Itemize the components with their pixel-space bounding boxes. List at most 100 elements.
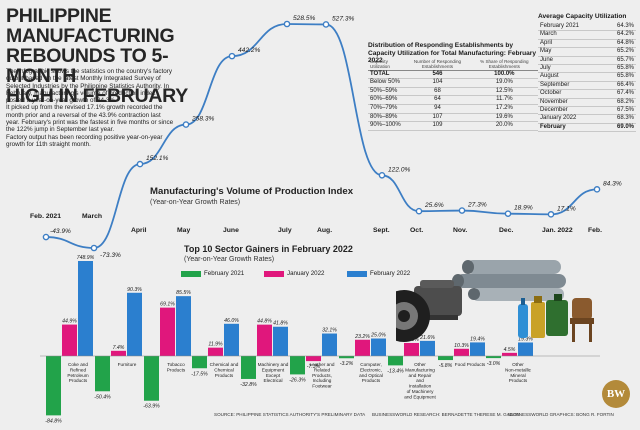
distribution-cell: 100.0% bbox=[470, 70, 538, 80]
legend-item-feb-2021: February 2021 bbox=[181, 270, 244, 277]
capacity-utilization-cell: February 2021 bbox=[538, 23, 604, 32]
data-label: 528.5% bbox=[293, 15, 316, 22]
x-tick-label: Aug. bbox=[317, 227, 332, 234]
data-label: 122.0% bbox=[388, 166, 411, 173]
x-tick-label: April bbox=[131, 227, 147, 234]
x-tick-label: Sept. bbox=[373, 227, 390, 234]
bar-value-label: 69.1% bbox=[160, 302, 175, 308]
bar-chart-subtitle: (Year-on-Year Growth Rates) bbox=[184, 256, 275, 263]
capacity-utilization-cell: 64.3% bbox=[603, 23, 636, 32]
graphics-credit: BUSINESSWORLD GRAPHICS: BONG R. FORTIN bbox=[508, 412, 614, 417]
data-point bbox=[42, 233, 50, 241]
data-label: 17.1% bbox=[557, 205, 576, 212]
x-tick-label: Dec. bbox=[499, 227, 513, 234]
capacity-utilization-cell: July bbox=[538, 64, 604, 74]
headline: PHILIPPINE MANUFACTURING REBOUNDS TO 5-M… bbox=[6, 6, 236, 106]
bar-value-label: 4.5% bbox=[504, 347, 516, 353]
distribution-header: Capacity Utilization bbox=[368, 59, 405, 71]
capacity-utilization-cell: 69.0% bbox=[603, 123, 636, 133]
bar bbox=[144, 356, 159, 401]
data-point bbox=[182, 121, 190, 128]
legend-swatch bbox=[181, 270, 201, 277]
distribution-cell: 11.7% bbox=[470, 95, 538, 105]
capacity-utilization-title: Average Capacity Utilization bbox=[538, 13, 627, 20]
headline-line-1: PHILIPPINE MANUFACTURING bbox=[6, 5, 175, 47]
capacity-utilization-cell: 65.8% bbox=[603, 64, 636, 74]
bar-value-label: 23.2% bbox=[354, 334, 370, 340]
data-label: 84.3% bbox=[603, 180, 622, 187]
category-label: Chemical and Chemical Products bbox=[210, 362, 239, 378]
distribution-cell: 60%–69% bbox=[368, 95, 405, 105]
bar bbox=[46, 356, 61, 416]
data-label: 27.3% bbox=[467, 202, 487, 209]
businessworld-logo: BW bbox=[602, 380, 630, 408]
distribution-row: 70%–79% 94 17.2% bbox=[368, 104, 538, 114]
x-tick-label: July bbox=[278, 227, 292, 234]
data-label: 442.2% bbox=[238, 47, 261, 54]
distribution-header: % Share of Responding Establishments bbox=[470, 59, 538, 71]
bar bbox=[470, 342, 485, 356]
data-label: 25.6% bbox=[424, 202, 444, 209]
data-label: -43.9% bbox=[50, 228, 71, 235]
intro-text: The infographic shows the statistics on … bbox=[6, 68, 174, 148]
distribution-cell: 546 bbox=[404, 70, 471, 80]
data-label: -73.3% bbox=[100, 252, 121, 259]
bar bbox=[257, 324, 272, 356]
bar-value-label: -7.3% bbox=[307, 364, 321, 370]
distribution-cell: 104 bbox=[404, 78, 471, 88]
capacity-utilization-row: June 65.7% bbox=[538, 56, 636, 66]
category-label: Furniture bbox=[118, 362, 137, 367]
bar-value-label: 32.1% bbox=[322, 328, 337, 334]
capacity-utilization-row: November 68.2% bbox=[538, 98, 636, 108]
bar bbox=[518, 342, 533, 356]
capacity-utilization-cell: January 2022 bbox=[538, 114, 604, 124]
data-point bbox=[378, 172, 386, 179]
data-point bbox=[228, 52, 236, 60]
capacity-utilization-cell: April bbox=[538, 39, 604, 49]
headline-line-3: HIGH IN FEBRUARY bbox=[6, 85, 188, 107]
capacity-utilization-cell: October bbox=[538, 89, 604, 99]
capacity-utilization-row: February 2021 64.3% bbox=[538, 23, 636, 32]
bar-value-label: -84.8% bbox=[45, 418, 62, 424]
bar bbox=[111, 350, 126, 356]
capacity-utilization-cell: December bbox=[538, 106, 604, 116]
bar-value-label: -17.5% bbox=[191, 371, 208, 377]
distribution-cell: TOTAL bbox=[368, 70, 405, 80]
bar-value-label: 7.4% bbox=[113, 345, 125, 351]
data-point bbox=[504, 210, 512, 217]
x-tick-label: Nov. bbox=[453, 227, 467, 234]
bar-value-label: 25.0% bbox=[370, 333, 386, 339]
distribution-row: 60%–69% 64 11.7% bbox=[368, 95, 538, 105]
bar-chart-title: Top 10 Sector Gainers in February 2022 bbox=[184, 244, 353, 254]
bar-value-label: 41.8% bbox=[273, 321, 288, 327]
capacity-utilization-cell: 65.7% bbox=[603, 56, 636, 66]
distribution-row: Below 50% 104 19.0% bbox=[368, 78, 538, 88]
bar bbox=[78, 261, 93, 356]
bar bbox=[224, 323, 239, 356]
capacity-utilization-row: February 69.0% bbox=[538, 123, 636, 133]
category-label: Coke and Refined Petroleum Products bbox=[67, 362, 88, 383]
capacity-utilization-table: February 2021 64.3% March 64.2% April 64.8% Ma… bbox=[538, 23, 636, 133]
distribution-cell: 94 bbox=[404, 104, 471, 114]
bar-value-label: 44.8% bbox=[257, 319, 272, 325]
capacity-utilization-cell: 64.2% bbox=[603, 30, 636, 40]
capacity-utilization-row: July 65.8% bbox=[538, 64, 636, 74]
data-label: 527.3% bbox=[332, 15, 355, 22]
bar-value-label: 19.3% bbox=[518, 336, 533, 342]
bar-value-label: -50.4% bbox=[94, 394, 111, 400]
distribution-cell: 17.2% bbox=[470, 104, 538, 114]
bar bbox=[438, 356, 453, 361]
legend-swatch bbox=[347, 270, 367, 277]
capacity-utilization-row: September 66.4% bbox=[538, 81, 636, 91]
distribution-row: 90%–100% 109 20.0% bbox=[368, 121, 538, 131]
tire-illustration bbox=[396, 290, 430, 342]
bar bbox=[388, 356, 403, 366]
x-tick-label: Oct. bbox=[410, 227, 423, 234]
legend-item-jan-2022: January 2022 bbox=[264, 270, 325, 277]
intro-paragraph: Factory output has been recording positi… bbox=[6, 133, 163, 148]
bar bbox=[502, 352, 517, 356]
capacity-utilization-cell: September bbox=[538, 81, 604, 91]
capacity-utilization-cell: November bbox=[538, 98, 604, 108]
x-tick-label: March bbox=[82, 213, 102, 220]
